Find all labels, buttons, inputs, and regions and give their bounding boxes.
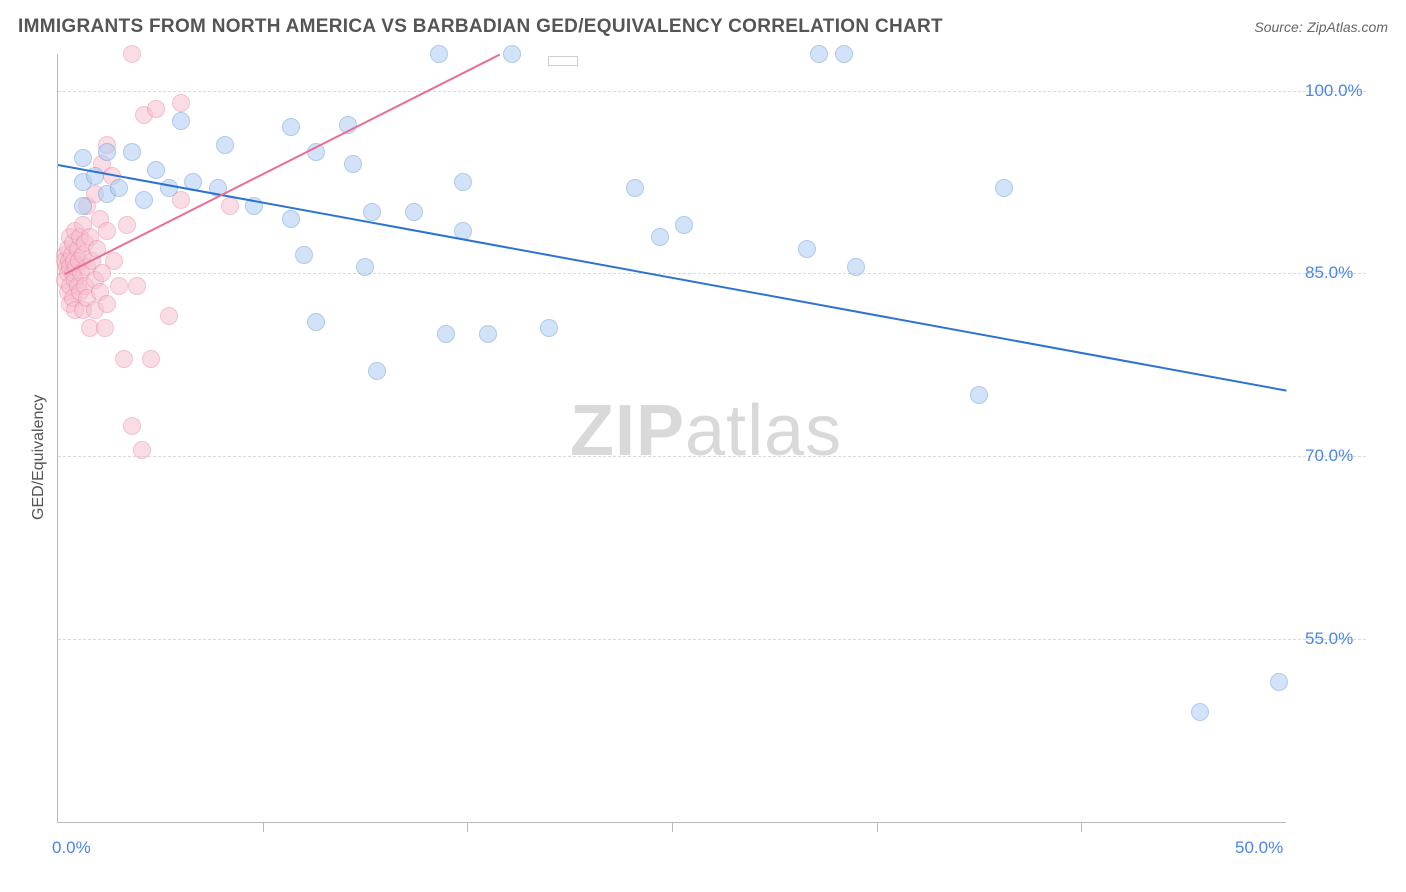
scatter-point-a <box>1270 673 1288 691</box>
scatter-point-a <box>970 386 988 404</box>
scatter-point-a <box>540 319 558 337</box>
scatter-point-b <box>110 277 128 295</box>
scatter-point-a <box>110 179 128 197</box>
y-tick-label: 100.0% <box>1305 81 1363 101</box>
scatter-point-b <box>118 216 136 234</box>
scatter-point-a <box>172 112 190 130</box>
y-tick-label: 70.0% <box>1305 446 1353 466</box>
scatter-point-a <box>216 136 234 154</box>
scatter-point-b <box>123 45 141 63</box>
gridline <box>58 273 1366 274</box>
scatter-point-a <box>405 203 423 221</box>
scatter-point-b <box>133 441 151 459</box>
scatter-point-b <box>105 252 123 270</box>
scatter-point-a <box>835 45 853 63</box>
source-value: ZipAtlas.com <box>1307 19 1388 35</box>
scatter-point-a <box>430 45 448 63</box>
scatter-point-a <box>356 258 374 276</box>
scatter-point-a <box>344 155 362 173</box>
scatter-point-a <box>847 258 865 276</box>
scatter-point-b <box>98 222 116 240</box>
trendline-a <box>58 164 1286 391</box>
scatter-point-a <box>98 143 116 161</box>
x-tick <box>467 822 468 832</box>
source: Source: ZipAtlas.com <box>1254 19 1388 37</box>
scatter-point-a <box>626 179 644 197</box>
scatter-point-a <box>307 313 325 331</box>
scatter-point-a <box>74 197 92 215</box>
x-tick <box>877 822 878 832</box>
scatter-point-a <box>135 191 153 209</box>
scatter-point-a <box>160 179 178 197</box>
scatter-point-b <box>160 307 178 325</box>
scatter-point-b <box>147 100 165 118</box>
y-axis-label: GED/Equivalency <box>30 395 48 520</box>
scatter-point-a <box>368 362 386 380</box>
scatter-point-a <box>282 118 300 136</box>
scatter-point-b <box>128 277 146 295</box>
trendline-b <box>65 54 501 275</box>
scatter-point-a <box>295 246 313 264</box>
scatter-point-a <box>810 45 828 63</box>
x-tick-label: 0.0% <box>52 838 91 858</box>
scatter-point-b <box>115 350 133 368</box>
scatter-plot <box>57 54 1286 823</box>
x-tick-label: 50.0% <box>1235 838 1283 858</box>
scatter-point-a <box>503 45 521 63</box>
scatter-point-b <box>172 94 190 112</box>
scatter-point-b <box>142 350 160 368</box>
scatter-point-a <box>147 161 165 179</box>
scatter-point-b <box>221 197 239 215</box>
scatter-point-a <box>454 173 472 191</box>
correlation-legend <box>548 56 578 66</box>
scatter-point-a <box>437 325 455 343</box>
scatter-point-b <box>96 319 114 337</box>
y-tick-label: 85.0% <box>1305 263 1353 283</box>
scatter-point-a <box>282 210 300 228</box>
scatter-point-a <box>363 203 381 221</box>
x-tick <box>672 822 673 832</box>
scatter-point-b <box>123 417 141 435</box>
scatter-point-a <box>995 179 1013 197</box>
gridline <box>58 639 1366 640</box>
scatter-point-a <box>1191 703 1209 721</box>
scatter-point-a <box>675 216 693 234</box>
y-tick-label: 55.0% <box>1305 629 1353 649</box>
x-tick <box>1081 822 1082 832</box>
scatter-point-a <box>123 143 141 161</box>
source-label: Source: <box>1254 19 1302 35</box>
scatter-point-a <box>479 325 497 343</box>
chart-title: IMMIGRANTS FROM NORTH AMERICA VS BARBADI… <box>18 16 943 38</box>
scatter-point-a <box>651 228 669 246</box>
gridline <box>58 91 1366 92</box>
scatter-point-b <box>98 295 116 313</box>
scatter-point-a <box>798 240 816 258</box>
scatter-point-a <box>74 149 92 167</box>
x-tick <box>263 822 264 832</box>
gridline <box>58 456 1366 457</box>
